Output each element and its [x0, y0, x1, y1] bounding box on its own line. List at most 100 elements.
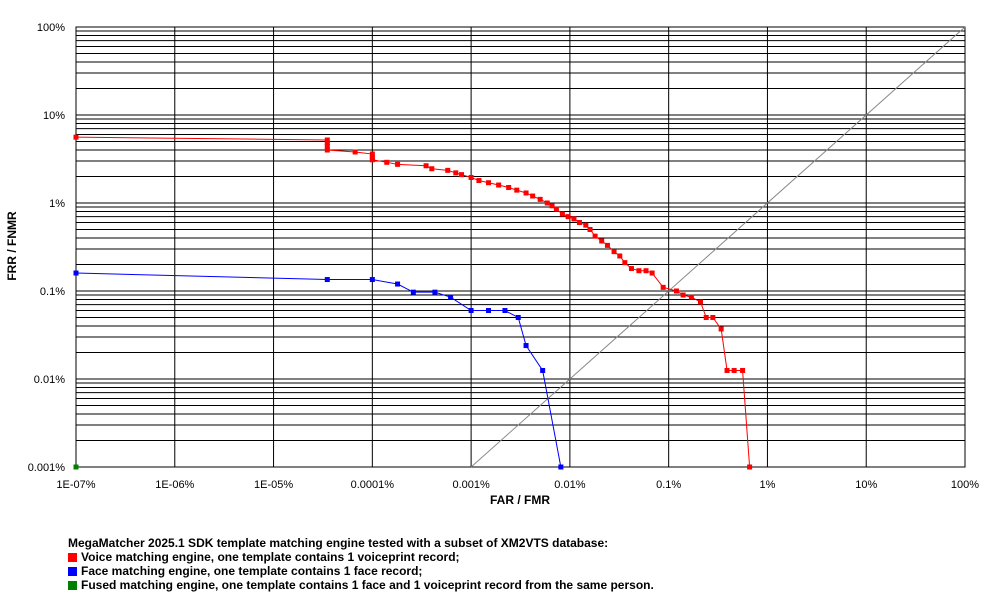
data-point	[410, 289, 416, 295]
x-tick-label: 0.01%	[554, 479, 585, 491]
x-axis-label: FAR / FMR	[490, 493, 550, 507]
data-point	[611, 249, 617, 255]
data-point	[530, 193, 536, 199]
data-point	[649, 270, 655, 276]
data-point	[628, 266, 634, 272]
data-point	[73, 464, 79, 470]
series-line	[75, 136, 751, 468]
data-point	[587, 226, 593, 232]
data-point	[583, 222, 589, 228]
data-point	[740, 367, 746, 373]
data-point	[680, 292, 686, 298]
data-point	[703, 314, 709, 320]
data-point	[617, 253, 623, 259]
x-tick-label: 0.1%	[656, 479, 681, 491]
data-point	[537, 196, 543, 202]
x-tick-label: 0.001%	[452, 479, 490, 491]
data-point	[688, 294, 694, 300]
data-point	[636, 268, 642, 274]
series-1	[73, 270, 564, 470]
data-point	[559, 211, 565, 217]
legend-swatch-fused	[68, 580, 77, 590]
legend-swatch-voice	[68, 552, 77, 562]
x-tick-label: 100%	[951, 479, 979, 491]
data-point	[324, 277, 330, 283]
data-point	[369, 277, 375, 283]
y-tick-label: 0.01%	[34, 374, 65, 386]
y-tick-label: 0.1%	[40, 286, 65, 298]
data-point	[448, 294, 454, 300]
data-point	[599, 238, 605, 244]
data-point	[697, 299, 703, 305]
data-point	[432, 289, 438, 295]
legend-title: MegaMatcher 2025.1 SDK template matching…	[68, 536, 609, 550]
x-tick-label: 0.0001%	[351, 479, 395, 491]
data-point	[324, 147, 330, 153]
data-point	[604, 242, 610, 248]
y-tick-label: 1%	[49, 198, 65, 210]
legend-entry-face: Face matching engine, one template conta…	[68, 564, 654, 578]
data-point	[558, 464, 564, 470]
data-point	[576, 220, 582, 226]
data-point	[445, 167, 451, 173]
data-point	[73, 134, 79, 140]
data-point	[352, 149, 358, 155]
data-point	[514, 187, 520, 193]
tick-labels: 1E-07% 1E-06% 1E-05% 0.0001% 0.001% 0.01% 0.1%…	[28, 22, 980, 491]
data-point	[523, 343, 529, 349]
data-point	[622, 260, 628, 266]
data-point	[515, 314, 521, 320]
data-point	[540, 367, 546, 373]
data-point	[453, 170, 459, 176]
data-point	[553, 206, 559, 212]
data-point	[747, 464, 753, 470]
data-point	[724, 367, 730, 373]
y-tick-label: 100%	[37, 22, 65, 34]
y-axis-label: FRR / FNMR	[5, 211, 19, 281]
data-point	[395, 161, 401, 167]
data-point	[468, 308, 474, 314]
legend-swatch-face	[68, 566, 77, 576]
data-point	[384, 159, 390, 165]
data-point	[592, 233, 598, 239]
data-point	[660, 284, 666, 290]
data-point	[731, 367, 737, 373]
data-point	[502, 308, 508, 314]
data-point	[673, 288, 679, 294]
series-0	[73, 134, 753, 470]
data-point	[324, 143, 330, 149]
legend-label-face: Face matching engine, one template conta…	[81, 564, 423, 578]
x-tick-label: 1E-06%	[155, 479, 194, 491]
y-tick-label: 0.001%	[28, 462, 66, 474]
data-point	[468, 174, 474, 180]
data-point	[523, 190, 529, 196]
data-point	[486, 308, 492, 314]
data-point	[496, 182, 502, 188]
data-point	[324, 137, 330, 143]
data-point	[73, 270, 79, 276]
data-point	[459, 172, 465, 178]
data-point	[571, 216, 577, 222]
plot-frame	[75, 26, 966, 468]
data-point	[395, 281, 401, 287]
x-tick-label: 1%	[759, 479, 775, 491]
data-point	[710, 314, 716, 320]
data-point	[718, 326, 724, 332]
series-2	[73, 464, 79, 470]
data-point	[476, 178, 482, 184]
data-point	[429, 166, 435, 172]
legend-label-fused: Fused matching engine, one template cont…	[81, 578, 654, 592]
data-point	[423, 163, 429, 169]
data-point	[324, 140, 330, 146]
legend-entry-voice: Voice matching engine, one template cont…	[68, 550, 654, 564]
data-point	[369, 151, 375, 157]
data-point	[549, 203, 555, 209]
data-point	[643, 268, 649, 274]
x-tick-label: 1E-07%	[56, 479, 95, 491]
y-tick-label: 10%	[43, 110, 65, 122]
eer-diagonal-line	[470, 26, 966, 468]
legend-entry-fused: Fused matching engine, one template cont…	[68, 578, 654, 592]
data-point	[369, 157, 375, 163]
series-line	[75, 272, 562, 468]
